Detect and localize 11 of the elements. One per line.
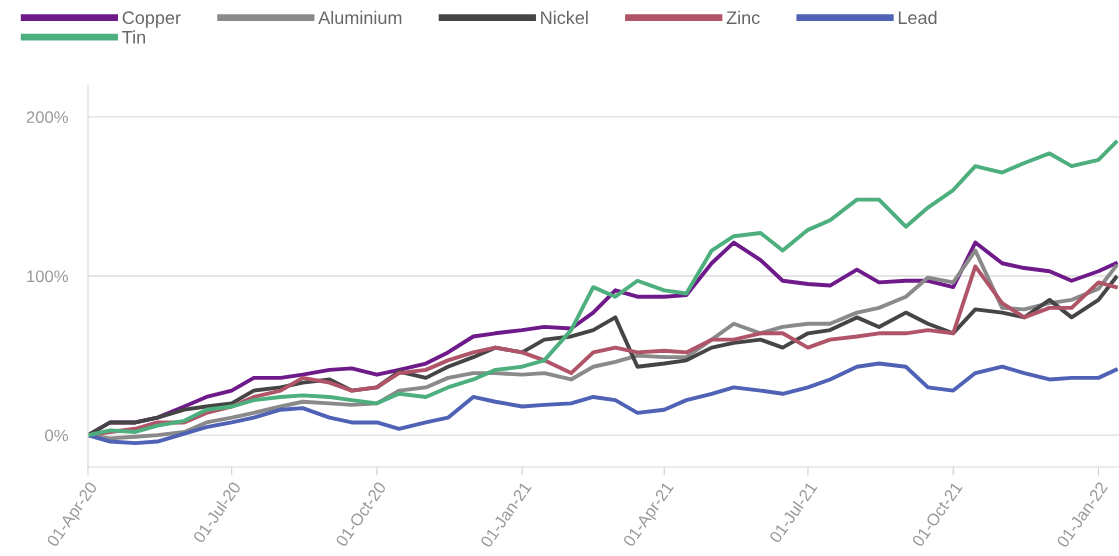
legend-label: Lead <box>898 10 937 25</box>
legend-label: Nickel <box>541 10 588 25</box>
y-tick-label: 0% <box>45 429 68 442</box>
y-tick-label: 100% <box>27 270 68 283</box>
legend-label: Copper <box>122 11 181 28</box>
y-tick-label: 200% <box>26 111 68 124</box>
line-series <box>88 140 1118 438</box>
legend-label: Tin <box>122 30 145 44</box>
line-series <box>88 361 1118 446</box>
legend-label: Aluminium <box>318 10 402 25</box>
legend-label: Zinc <box>726 10 760 25</box>
